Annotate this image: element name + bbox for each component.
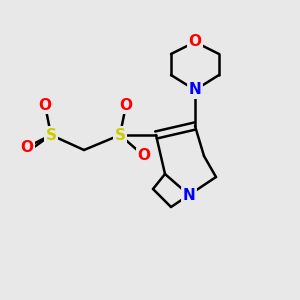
Text: O: O [188, 34, 202, 50]
Text: N: N [183, 188, 195, 202]
Text: O: O [20, 140, 34, 154]
Text: S: S [115, 128, 125, 142]
Text: O: O [119, 98, 133, 112]
Text: O: O [137, 148, 151, 164]
Text: S: S [46, 128, 56, 142]
Text: N: N [189, 82, 201, 98]
Text: O: O [38, 98, 52, 112]
